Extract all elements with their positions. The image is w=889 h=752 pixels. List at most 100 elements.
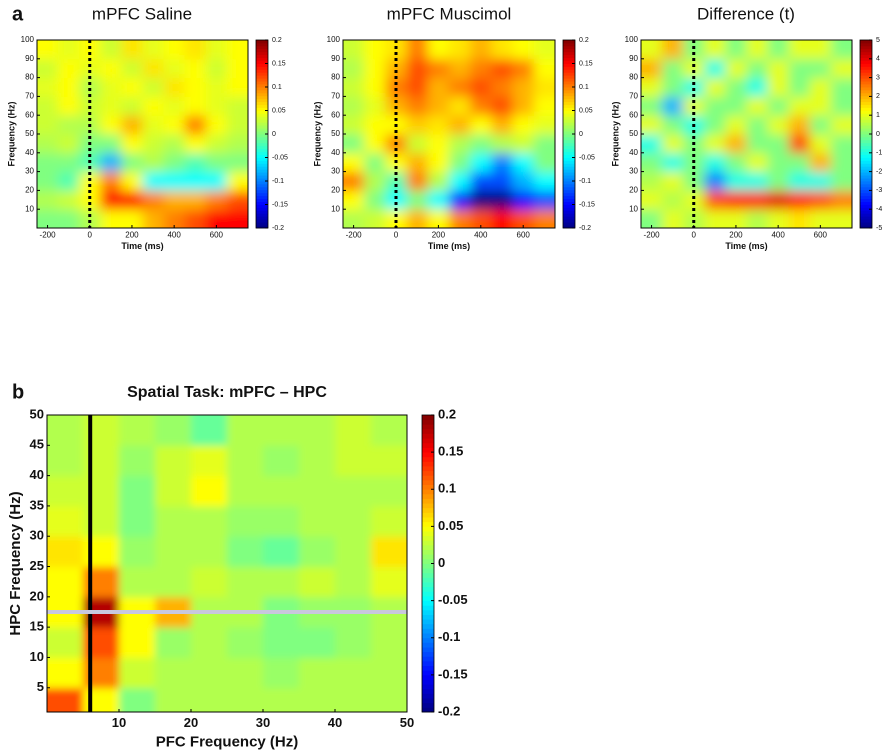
heatmap-cell	[155, 627, 192, 658]
colorbar-step	[422, 498, 434, 504]
heatmap-cell	[641, 96, 663, 116]
heatmap-cell	[121, 209, 143, 228]
y-tick-label: 20	[629, 186, 638, 195]
y-tick-label: 15	[30, 619, 44, 634]
colorbar-step	[563, 204, 575, 208]
heatmap-cell	[227, 657, 264, 689]
heatmap-cell	[662, 190, 684, 210]
heatmap-cell	[163, 40, 186, 60]
heatmap-cell	[47, 505, 84, 537]
heatmap-cell	[226, 134, 248, 154]
heatmap-cell	[746, 171, 769, 191]
heatmap-cell	[205, 190, 228, 210]
heatmap-cell	[227, 475, 264, 507]
heatmap-cell	[205, 152, 228, 173]
colorbar-step	[563, 216, 575, 220]
heatmap-cell	[163, 209, 186, 228]
colorbar-step	[860, 225, 872, 229]
chart-title: mPFC Saline	[92, 4, 192, 23]
colorbar-step	[563, 142, 575, 147]
colorbar-step	[256, 163, 268, 167]
colorbar-step	[563, 189, 575, 194]
heatmap-cell	[427, 96, 450, 116]
colorbar-tick-label: 0.1	[272, 84, 282, 91]
colorbar-step	[256, 222, 268, 226]
colorbar-step	[256, 42, 268, 47]
heatmap-cell	[830, 58, 852, 79]
heatmap-cell	[191, 415, 228, 446]
colorbar-tick-label: -0.2	[579, 225, 591, 232]
colorbar-step	[256, 125, 268, 129]
colorbar-step	[563, 89, 575, 94]
heatmap-cell	[226, 77, 248, 97]
colorbar-step	[422, 461, 434, 467]
colorbar-step	[256, 148, 268, 153]
heatmap-cell	[491, 115, 514, 135]
heatmap-cell	[533, 77, 555, 97]
heatmap-cell	[788, 96, 811, 116]
heatmap-cell	[662, 152, 684, 173]
colorbar-step	[422, 558, 434, 564]
y-tick-label: 70	[25, 92, 34, 101]
colorbar-step	[860, 125, 872, 129]
colorbar-step	[860, 42, 872, 47]
colorbar-step	[422, 684, 434, 690]
colorbar-step	[422, 614, 434, 620]
heatmap-cell	[683, 40, 705, 60]
colorbar-step	[563, 148, 575, 153]
heatmap-cell	[406, 58, 429, 79]
colorbar-step	[563, 54, 575, 59]
heatmap-cell	[227, 445, 264, 477]
heatmap-cell	[470, 134, 492, 154]
colorbar-step	[563, 222, 575, 226]
heatmap-cell	[371, 505, 407, 537]
heatmap-cell	[470, 77, 492, 97]
colorbar-step	[860, 45, 872, 50]
heatmap-cell	[725, 40, 747, 60]
heatmap-cell	[47, 657, 84, 689]
colorbar-step	[422, 586, 434, 592]
heatmap-cell	[205, 134, 228, 154]
heatmap-cell	[767, 152, 790, 173]
heatmap-cell	[385, 58, 408, 79]
heatmap-cell	[830, 115, 852, 135]
heatmap-cell	[58, 40, 80, 60]
heatmap-cell	[58, 171, 80, 191]
heatmap-cell	[704, 171, 726, 191]
colorbar-step	[256, 151, 268, 155]
heatmap-cell	[226, 190, 248, 210]
colorbar-step	[860, 89, 872, 94]
heatmap-cell	[491, 152, 514, 173]
x-tick-label: 0	[692, 230, 697, 239]
colorbar-step	[422, 642, 434, 648]
colorbar-step	[563, 175, 575, 179]
heatmap-cell	[119, 505, 156, 537]
heatmap-cell	[163, 77, 186, 97]
colorbar	[860, 40, 872, 229]
colorbar-step	[422, 517, 434, 523]
colorbar-step	[563, 57, 575, 61]
colorbar-step	[563, 48, 575, 53]
heatmap-cell	[704, 40, 726, 60]
heatmap-cell	[343, 115, 365, 135]
heatmap-cell	[746, 134, 769, 154]
x-tick-label: 600	[517, 230, 531, 239]
heatmap-cell	[163, 134, 186, 154]
colorbar-step	[860, 48, 872, 53]
y-tick-label: 35	[30, 497, 44, 512]
colorbar-step	[563, 151, 575, 155]
colorbar-step	[422, 572, 434, 578]
heatmap-cell	[227, 536, 264, 568]
heatmap-cell	[746, 77, 769, 97]
colorbar-step	[860, 122, 872, 126]
colorbar-step	[860, 107, 872, 111]
heatmap-cell	[533, 171, 555, 191]
colorbar-step	[563, 122, 575, 126]
heatmap-cell	[767, 115, 790, 135]
heatmap-cell	[406, 171, 429, 191]
heatmap	[641, 40, 852, 228]
heatmap-cell	[788, 134, 811, 154]
colorbar-step	[422, 670, 434, 676]
heatmap-cell	[335, 627, 372, 658]
colorbar-step	[860, 40, 872, 44]
